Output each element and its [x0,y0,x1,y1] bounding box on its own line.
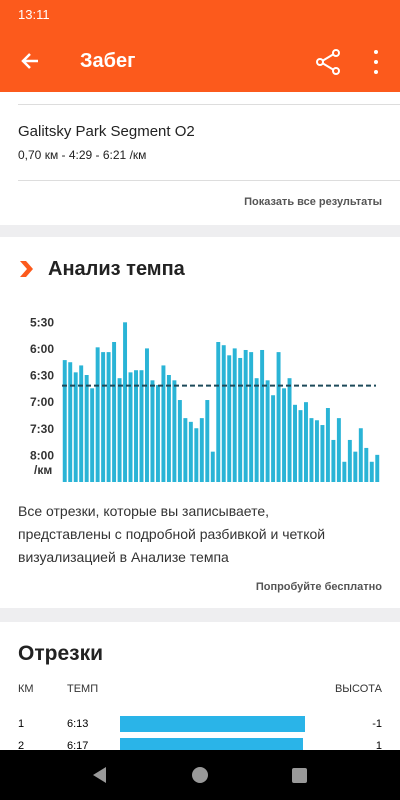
bar [90,388,95,482]
column-header: ТЕМП [67,683,99,695]
divider [18,180,400,181]
split-pace: 6:13 [67,718,89,730]
split-elevation: 1 [375,740,382,752]
bar [347,439,352,482]
show-results-link[interactable]: Показать все результаты [244,196,382,208]
bar [95,347,100,482]
bar [287,378,292,482]
back-button[interactable] [18,48,44,74]
menu-button[interactable] [370,48,382,76]
bar [73,372,78,482]
divider [18,104,400,105]
y-tick-label: 6:00 [30,342,54,356]
bar [205,400,210,482]
bar [166,375,171,482]
split-bar [120,716,305,732]
try-free-link[interactable]: Попробуйте бесплатно [255,581,382,593]
bar [183,418,188,482]
bar [238,357,243,482]
separator [0,608,400,622]
bar [123,322,128,482]
bar [375,454,380,482]
description: Все отрезки, которые вы записываете, пред… [18,500,325,569]
column-header: ВЫСОТА [334,683,382,695]
bar [325,408,330,482]
bar [112,342,117,482]
bar [293,404,297,482]
bar [309,418,314,482]
y-tick-label: 8:00 [30,448,54,462]
bar [249,352,254,482]
bar [199,418,204,482]
section-title: Анализ темпа [48,258,185,280]
description-line: Все отрезки, которые вы записываете, [18,503,270,519]
bar [320,425,325,482]
column-header: КМ [18,683,34,695]
bar [331,439,336,482]
split-km: 1 [18,718,25,730]
header-title: Забег [80,50,136,72]
bar [298,410,303,482]
bar [265,380,270,482]
share-button[interactable] [314,48,342,76]
description-line: визуализацией в Анализе темпа [18,549,229,565]
splits-title: Отрезки [18,642,103,665]
y-tick-label: 7:00 [30,395,54,409]
bar [282,388,287,482]
bar [172,380,177,482]
split-pace: 6:17 [67,740,89,752]
bar [221,345,226,482]
description-line: представлены с подробной разбивкой и чет… [18,526,326,542]
y-tick-label: 7:30 [30,422,54,436]
bar [364,447,369,482]
bar [210,451,215,482]
bar [194,428,199,482]
top-bar [0,0,400,92]
bar [68,362,73,482]
bar [227,355,232,482]
bar [106,352,111,482]
split-elevation: -1 [372,718,382,730]
bar [369,461,374,482]
bar [155,385,160,482]
segment-name[interactable]: Galitsky Park Segment O2 [18,123,195,140]
bar [358,428,363,482]
bar [271,395,276,482]
bar [177,400,182,482]
bar [62,360,67,482]
bar [260,349,265,482]
bar [139,370,144,482]
bar [342,461,347,482]
bar [188,421,193,482]
y-tick-label: 6:30 [30,369,54,383]
bar [117,378,122,482]
y-unit: /км [34,463,52,477]
y-tick-label: 5:30 [30,315,54,329]
split-km: 2 [18,740,25,752]
bar [84,375,89,482]
bar [128,372,133,482]
bar [276,352,281,482]
section-icon [20,261,33,277]
status-time: 13:11 [18,7,50,22]
bar [336,418,341,482]
nav-buttons[interactable] [0,750,400,800]
bar [254,378,259,482]
bar [161,365,166,482]
bar [353,451,358,482]
bar [134,370,138,482]
bar [243,349,248,482]
bar [216,342,221,482]
bar [232,348,237,482]
bar [150,380,155,482]
bar [314,420,319,482]
bar [145,348,149,482]
separator [0,225,400,237]
bar [79,365,84,482]
bar [101,352,106,482]
bar [304,402,308,482]
segment-details: 0,70 км - 4:29 - 6:21 /км [18,148,147,162]
